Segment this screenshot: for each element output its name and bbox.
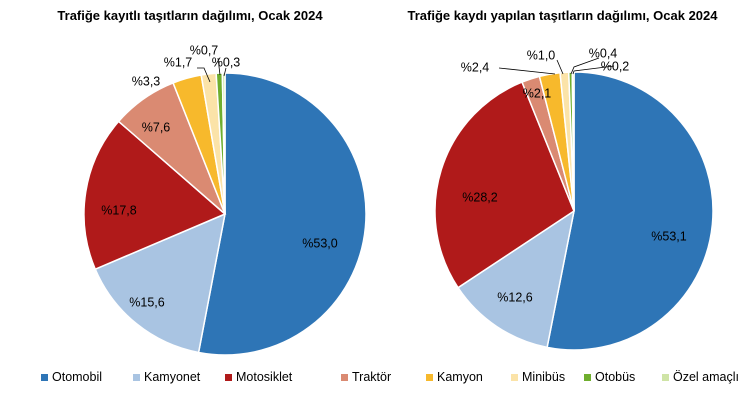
legend-item: Otobüs xyxy=(584,370,635,384)
data-label: %53,0 xyxy=(302,236,337,250)
data-label: %15,6 xyxy=(129,295,164,309)
pie-slice-otomobil xyxy=(546,71,714,351)
pie-slice-kamyonet xyxy=(457,209,576,349)
leader-line xyxy=(572,65,615,75)
data-label: %12,6 xyxy=(497,290,532,304)
chart-legend: Otomobil Kamyonet Motosiklet Traktör Kamyon M… xyxy=(0,370,750,390)
pie-slice-otomobil xyxy=(197,72,367,356)
data-label: %3,3 xyxy=(132,74,161,88)
legend-label: Otomobil xyxy=(52,370,103,384)
legend-swatch xyxy=(341,373,348,381)
leader-line xyxy=(223,67,227,77)
data-label: %1,7 xyxy=(164,55,193,69)
legend-label: Özel amaçlı xyxy=(673,370,739,384)
legend-item: Motosiklet xyxy=(225,370,292,384)
legend-swatch xyxy=(511,373,518,381)
leader-line xyxy=(197,67,211,83)
legend-swatch xyxy=(662,373,669,381)
data-label: %7,6 xyxy=(142,120,171,134)
data-label: %0,2 xyxy=(601,59,630,73)
legend-label: Motosiklet xyxy=(236,370,293,384)
pie-slice-kamyonet xyxy=(94,212,227,354)
pie-slice-motosiklet xyxy=(434,81,575,289)
legend-label: Otobüs xyxy=(595,370,636,384)
data-label: %0,3 xyxy=(212,55,241,69)
legend-item: Minibüs xyxy=(511,370,565,384)
leader-line xyxy=(217,57,221,76)
data-label: %2,1 xyxy=(523,86,552,100)
legend-swatch xyxy=(41,373,48,381)
legend-label: Kamyonet xyxy=(144,370,201,384)
right-chart-title: Trafiğe kaydı yapılan taşıtların dağılım… xyxy=(407,8,718,23)
legend-swatch xyxy=(225,373,232,381)
pie-slice-motosiklet xyxy=(83,120,227,271)
data-label: %1,0 xyxy=(527,48,556,62)
left-chart-title: Trafiğe kayıtlı taşıtların dağılımı, Oca… xyxy=(57,8,323,23)
legend-label: Minibüs xyxy=(522,370,566,384)
leader-line xyxy=(570,57,600,75)
legend-swatch xyxy=(584,373,591,381)
data-label: %0,4 xyxy=(589,46,618,60)
data-label: %2,4 xyxy=(461,60,490,74)
data-label: %53,1 xyxy=(651,229,686,243)
legend-item: Otomobil xyxy=(41,370,102,384)
registered-vehicles-pie: %53,0 %15,6 %17,8 %7,6 %3,3%1,7%0,7%0,3 xyxy=(83,43,367,356)
legend-item: Kamyon xyxy=(426,370,483,384)
leader-line xyxy=(556,59,564,75)
leader-line xyxy=(498,67,556,75)
legend-item: Özel amaçlı xyxy=(662,370,739,384)
legend-label: Traktör xyxy=(352,370,392,384)
legend-swatch xyxy=(426,373,433,381)
legend-label: Kamyon xyxy=(437,370,483,384)
legend-item: Kamyonet xyxy=(133,370,200,384)
data-label: %0,7 xyxy=(190,43,219,57)
legend-swatch xyxy=(133,373,140,381)
legend-item: Traktör xyxy=(341,370,391,384)
data-label: %28,2 xyxy=(462,190,497,204)
data-label: %17,8 xyxy=(101,203,136,217)
newly-registered-vehicles-pie: %53,1 %12,6 %28,2 %2,1 %2,4 %1,0 %0,4%0,2 xyxy=(434,46,714,351)
